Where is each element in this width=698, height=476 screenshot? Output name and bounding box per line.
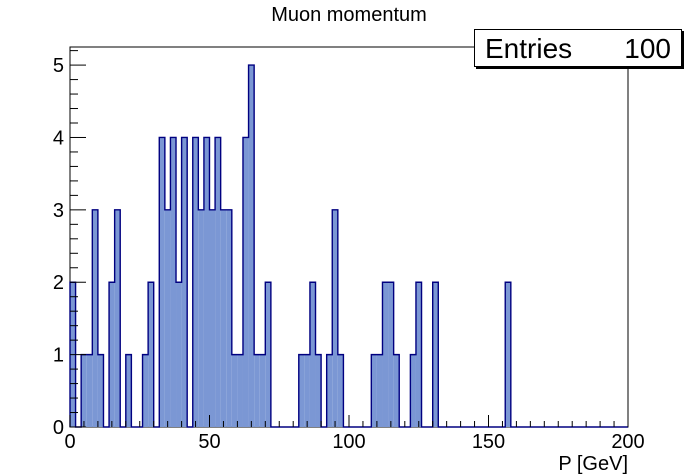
histogram-bar [248, 65, 255, 427]
histogram-bar [92, 209, 98, 427]
y-tick-label: 3 [53, 200, 64, 222]
histogram-bar [415, 282, 422, 427]
histogram-bar [181, 137, 188, 427]
histogram-bar [203, 137, 210, 427]
histogram-bar [371, 354, 377, 427]
histogram-bar [505, 282, 511, 427]
histogram-bar [410, 354, 416, 427]
y-tick-label: 4 [53, 127, 64, 149]
axes: 0 50 100 150 200 0 1 2 3 4 5 [53, 50, 645, 453]
y-tick-label: 1 [53, 345, 64, 367]
histogram-bar [337, 354, 344, 427]
histogram-outline [69, 64, 628, 428]
histogram-bar [148, 282, 154, 427]
stats-box: Entries 100 [474, 29, 682, 67]
histogram-bar [265, 282, 271, 427]
histogram-bar [109, 282, 115, 427]
histogram-bar [231, 354, 238, 427]
histogram-bar [198, 209, 204, 427]
histogram-bar [159, 137, 165, 427]
x-tick-label: 0 [64, 431, 75, 453]
histogram-bar [393, 354, 400, 427]
x-tick-label: 100 [332, 431, 365, 453]
histogram-bar [388, 282, 394, 427]
y-tick-label: 0 [53, 417, 64, 439]
histogram-bar [176, 282, 182, 427]
histogram-bar [304, 354, 310, 427]
histogram-bar [298, 354, 305, 427]
chart-title: Muon momentum [271, 4, 427, 26]
histogram-bar [220, 209, 227, 427]
histogram-bar [315, 354, 322, 427]
histogram-bar [309, 282, 316, 427]
histogram-bars [69, 64, 628, 428]
x-tick-label: 50 [198, 431, 220, 453]
histogram-bar [81, 354, 87, 427]
y-tick-label: 2 [53, 272, 64, 294]
x-tick-label: 200 [611, 431, 644, 453]
histogram-bar [209, 209, 216, 427]
stats-entries-value: 100 [624, 33, 671, 64]
x-axis-label: P [GeV] [558, 453, 628, 475]
histogram-bar [382, 282, 389, 427]
histogram-bar [86, 354, 93, 427]
histogram-bar [170, 137, 177, 427]
histogram-bar [237, 354, 243, 427]
histogram-bar [226, 209, 232, 427]
histogram-bar [114, 209, 121, 427]
histogram-bar [432, 282, 439, 427]
histogram-bar [242, 137, 249, 427]
histogram-bar [259, 354, 266, 427]
x-tick-label: 150 [472, 431, 505, 453]
histogram-bar [254, 354, 260, 427]
histogram-bar [326, 354, 333, 427]
histogram-bar [142, 354, 149, 427]
histogram-bar [332, 209, 338, 427]
stats-entries-label: Entries [485, 33, 573, 64]
histogram-bar [97, 354, 104, 427]
histogram-bar [125, 354, 132, 427]
histogram-bar [192, 137, 199, 427]
y-tick-label: 5 [53, 55, 64, 77]
histogram-bar [376, 354, 383, 427]
histogram-bar [164, 209, 171, 427]
histogram-bar [215, 137, 221, 427]
